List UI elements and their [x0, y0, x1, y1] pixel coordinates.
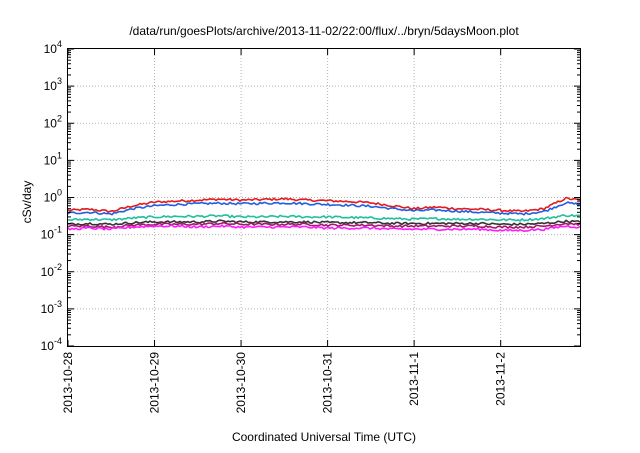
series-line	[67, 196, 581, 213]
y-tick-base: 10	[41, 265, 55, 279]
x-tick-label: 2013-10-29	[148, 352, 162, 414]
series-line	[67, 224, 581, 232]
y-tick-label: 104	[44, 39, 62, 56]
y-tick-label: 103	[44, 76, 62, 93]
y-tick-label: 102	[44, 113, 62, 130]
chart-title: /data/run/goesPlots/archive/2013-11-02/2…	[129, 24, 519, 38]
y-tick-exponent: -1	[54, 225, 62, 235]
x-tick-label: 2013-11-1	[407, 352, 421, 406]
y-tick-exponent: 4	[57, 39, 62, 49]
y-tick-label: 10-1	[41, 225, 62, 242]
y-tick-label: 100	[44, 188, 62, 205]
y-tick-base: 10	[41, 302, 55, 316]
x-tick-label: 2013-10-31	[321, 352, 335, 414]
x-axis-label: Coordinated Universal Time (UTC)	[232, 430, 416, 444]
y-tick-base: 10	[44, 79, 58, 93]
y-tick-label: 10-4	[41, 336, 62, 353]
y-axis-label: cSv/day	[20, 181, 34, 224]
series-line	[67, 221, 581, 229]
series-lines	[67, 196, 581, 232]
y-tick-base: 10	[44, 191, 58, 205]
x-tick-label: 2013-11-2	[494, 352, 508, 406]
x-tick-label: 2013-10-28	[61, 352, 75, 414]
y-tick-exponent: 3	[57, 76, 62, 86]
y-tick-label: 101	[44, 150, 62, 167]
y-tick-exponent: 1	[57, 150, 62, 160]
y-tick-exponent: 0	[57, 188, 62, 198]
y-tick-label: 10-3	[41, 299, 62, 316]
y-tick-exponent: -3	[54, 299, 62, 309]
y-tick-exponent: -4	[54, 336, 62, 346]
y-tick-base: 10	[41, 228, 55, 242]
y-tick-base: 10	[44, 153, 58, 167]
series-line	[67, 219, 581, 226]
series-line	[67, 201, 581, 216]
y-tick-base: 10	[44, 42, 58, 56]
y-tick-label: 10-2	[41, 262, 62, 279]
y-tick-base: 10	[41, 339, 55, 353]
y-tick-exponent: 2	[57, 113, 62, 123]
grid-lines	[68, 49, 580, 346]
series-line	[67, 214, 581, 222]
y-tick-exponent: -2	[54, 262, 62, 272]
x-axis: 2013-10-28 2013-10-29 2013-10-30 2013-10-31…	[61, 49, 508, 413]
plot-frame	[67, 48, 581, 347]
y-tick-base: 10	[44, 116, 58, 130]
x-tick-label: 2013-10-30	[234, 352, 248, 414]
